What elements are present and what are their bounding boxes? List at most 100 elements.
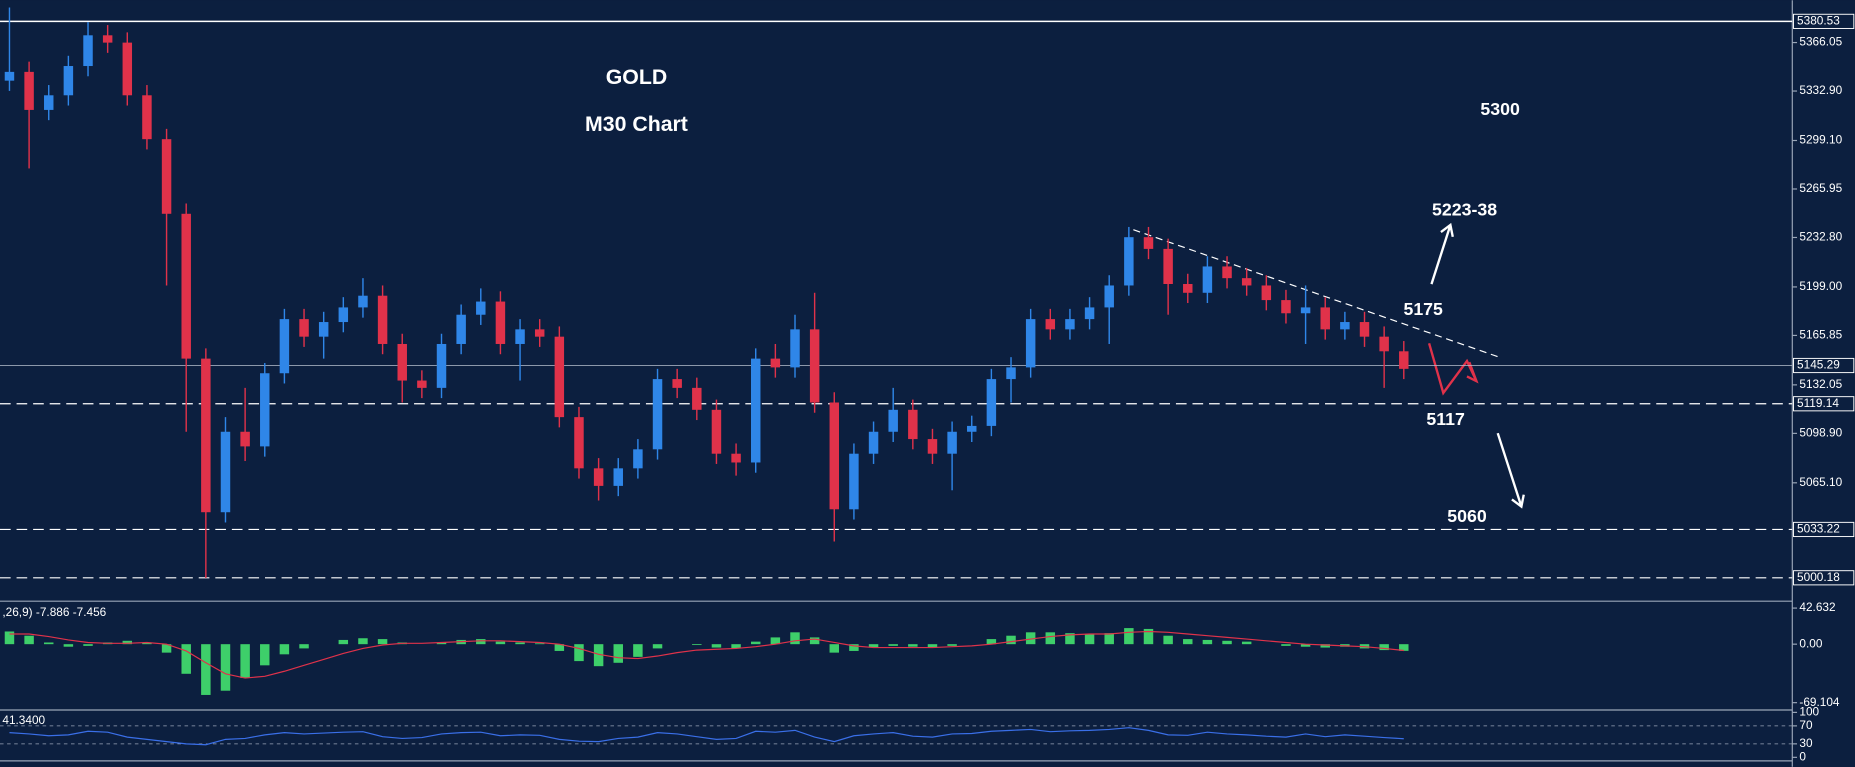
candle-body [868, 431, 879, 454]
candle-body [1359, 322, 1370, 337]
macd-bar [1045, 632, 1056, 645]
candle-body [1202, 266, 1213, 293]
candle-body [456, 314, 466, 344]
macd-bar [476, 639, 486, 645]
macd-bar [809, 637, 820, 645]
macd-bar [731, 644, 741, 649]
candle-body [397, 343, 407, 381]
macd-bar [1222, 640, 1232, 645]
y-tick-label: 42.632 [1799, 600, 1835, 614]
macd-bar [1320, 644, 1330, 648]
macd-bar [279, 644, 290, 655]
candle-body [1399, 351, 1409, 369]
macd-label: ,26,9) -7.886 -7.456 [2, 605, 106, 619]
candle-body [63, 66, 74, 96]
macd-bar [1006, 635, 1016, 645]
candle-body [4, 71, 15, 81]
up-arrow [1430, 222, 1454, 285]
projection-arrowhead [1466, 361, 1479, 384]
candle-body [318, 322, 329, 337]
candle-body [83, 35, 93, 67]
level-label-box [1793, 570, 1855, 586]
macd-bar [1399, 644, 1409, 651]
annotation: 5060 [1447, 506, 1487, 526]
level-label: 5380.53 [1797, 13, 1840, 27]
candle-body [967, 425, 977, 432]
candle-body [220, 431, 231, 513]
candle-body [495, 301, 506, 344]
rsi-line [9, 727, 1404, 746]
candle-body [1281, 300, 1291, 314]
candle-body [986, 379, 997, 426]
candle-body [476, 301, 486, 315]
macd-bar [692, 644, 702, 646]
macd-bar [1300, 644, 1311, 647]
macd-bar [4, 631, 15, 645]
candle-body [1379, 336, 1389, 352]
y-tick-label: 70 [1799, 718, 1813, 732]
level-label-box [1793, 396, 1855, 412]
macd-bar [849, 644, 859, 651]
candle-body [260, 373, 270, 447]
y-tick-label: 5299.10 [1799, 133, 1842, 147]
level-label-box [1793, 357, 1855, 374]
candle-body [809, 329, 820, 403]
candle-body [201, 358, 211, 513]
candle-body [829, 402, 840, 510]
macd-bar [1241, 641, 1252, 645]
candle-body [927, 439, 938, 454]
y-tick-label: 30 [1799, 736, 1813, 750]
macd-bar [927, 644, 938, 648]
macd-bar [986, 639, 997, 645]
macd-bar [122, 640, 133, 645]
candle-body [1261, 285, 1272, 301]
candle-body [1241, 278, 1252, 286]
macd-bar [377, 639, 388, 645]
macd-bar [947, 644, 957, 646]
candle-body [947, 431, 957, 454]
macd-bar [181, 644, 191, 674]
macd-bar [554, 644, 565, 651]
level-label-box [1793, 521, 1855, 538]
macd-bar [908, 644, 918, 647]
candle-body [279, 319, 290, 374]
macd-bar [868, 644, 879, 648]
annotation: 5175 [1403, 299, 1443, 319]
candle-body [338, 307, 349, 323]
y-tick-label: 100 [1799, 705, 1819, 719]
level-label: 5145.29 [1797, 358, 1840, 372]
candle-body [377, 295, 388, 344]
level-label-box [1793, 13, 1855, 29]
level-label: 5033.22 [1797, 522, 1840, 536]
macd-bar [613, 644, 623, 663]
candle-body [888, 409, 898, 432]
macd-bar [711, 644, 722, 648]
y-tick-label: 5366.05 [1799, 35, 1842, 49]
macd-bar [750, 641, 761, 645]
signal-line [9, 630, 1404, 679]
candle-body [122, 42, 133, 96]
candle-body [1065, 319, 1075, 330]
candle-body [554, 336, 565, 418]
candle-body [692, 387, 702, 410]
macd-bar [1084, 634, 1095, 645]
macd-bar [888, 644, 898, 646]
macd-bar [1281, 644, 1291, 646]
level-label: 5000.18 [1797, 570, 1840, 584]
candle-body [672, 379, 682, 388]
candle-body [534, 329, 545, 337]
candle-body [44, 95, 54, 110]
candle-body [593, 468, 604, 486]
candle-body [790, 329, 800, 368]
candle-body [358, 295, 368, 308]
candle-body [1124, 237, 1134, 286]
macd-bar [1143, 628, 1154, 645]
candle-body [181, 213, 191, 359]
macd-bar [142, 642, 152, 645]
y-tick-label: 5332.90 [1799, 83, 1842, 97]
candle-body [1340, 322, 1350, 330]
y-tick-label: 5199.00 [1799, 279, 1842, 293]
y-tick-label: 5065.10 [1799, 475, 1842, 489]
